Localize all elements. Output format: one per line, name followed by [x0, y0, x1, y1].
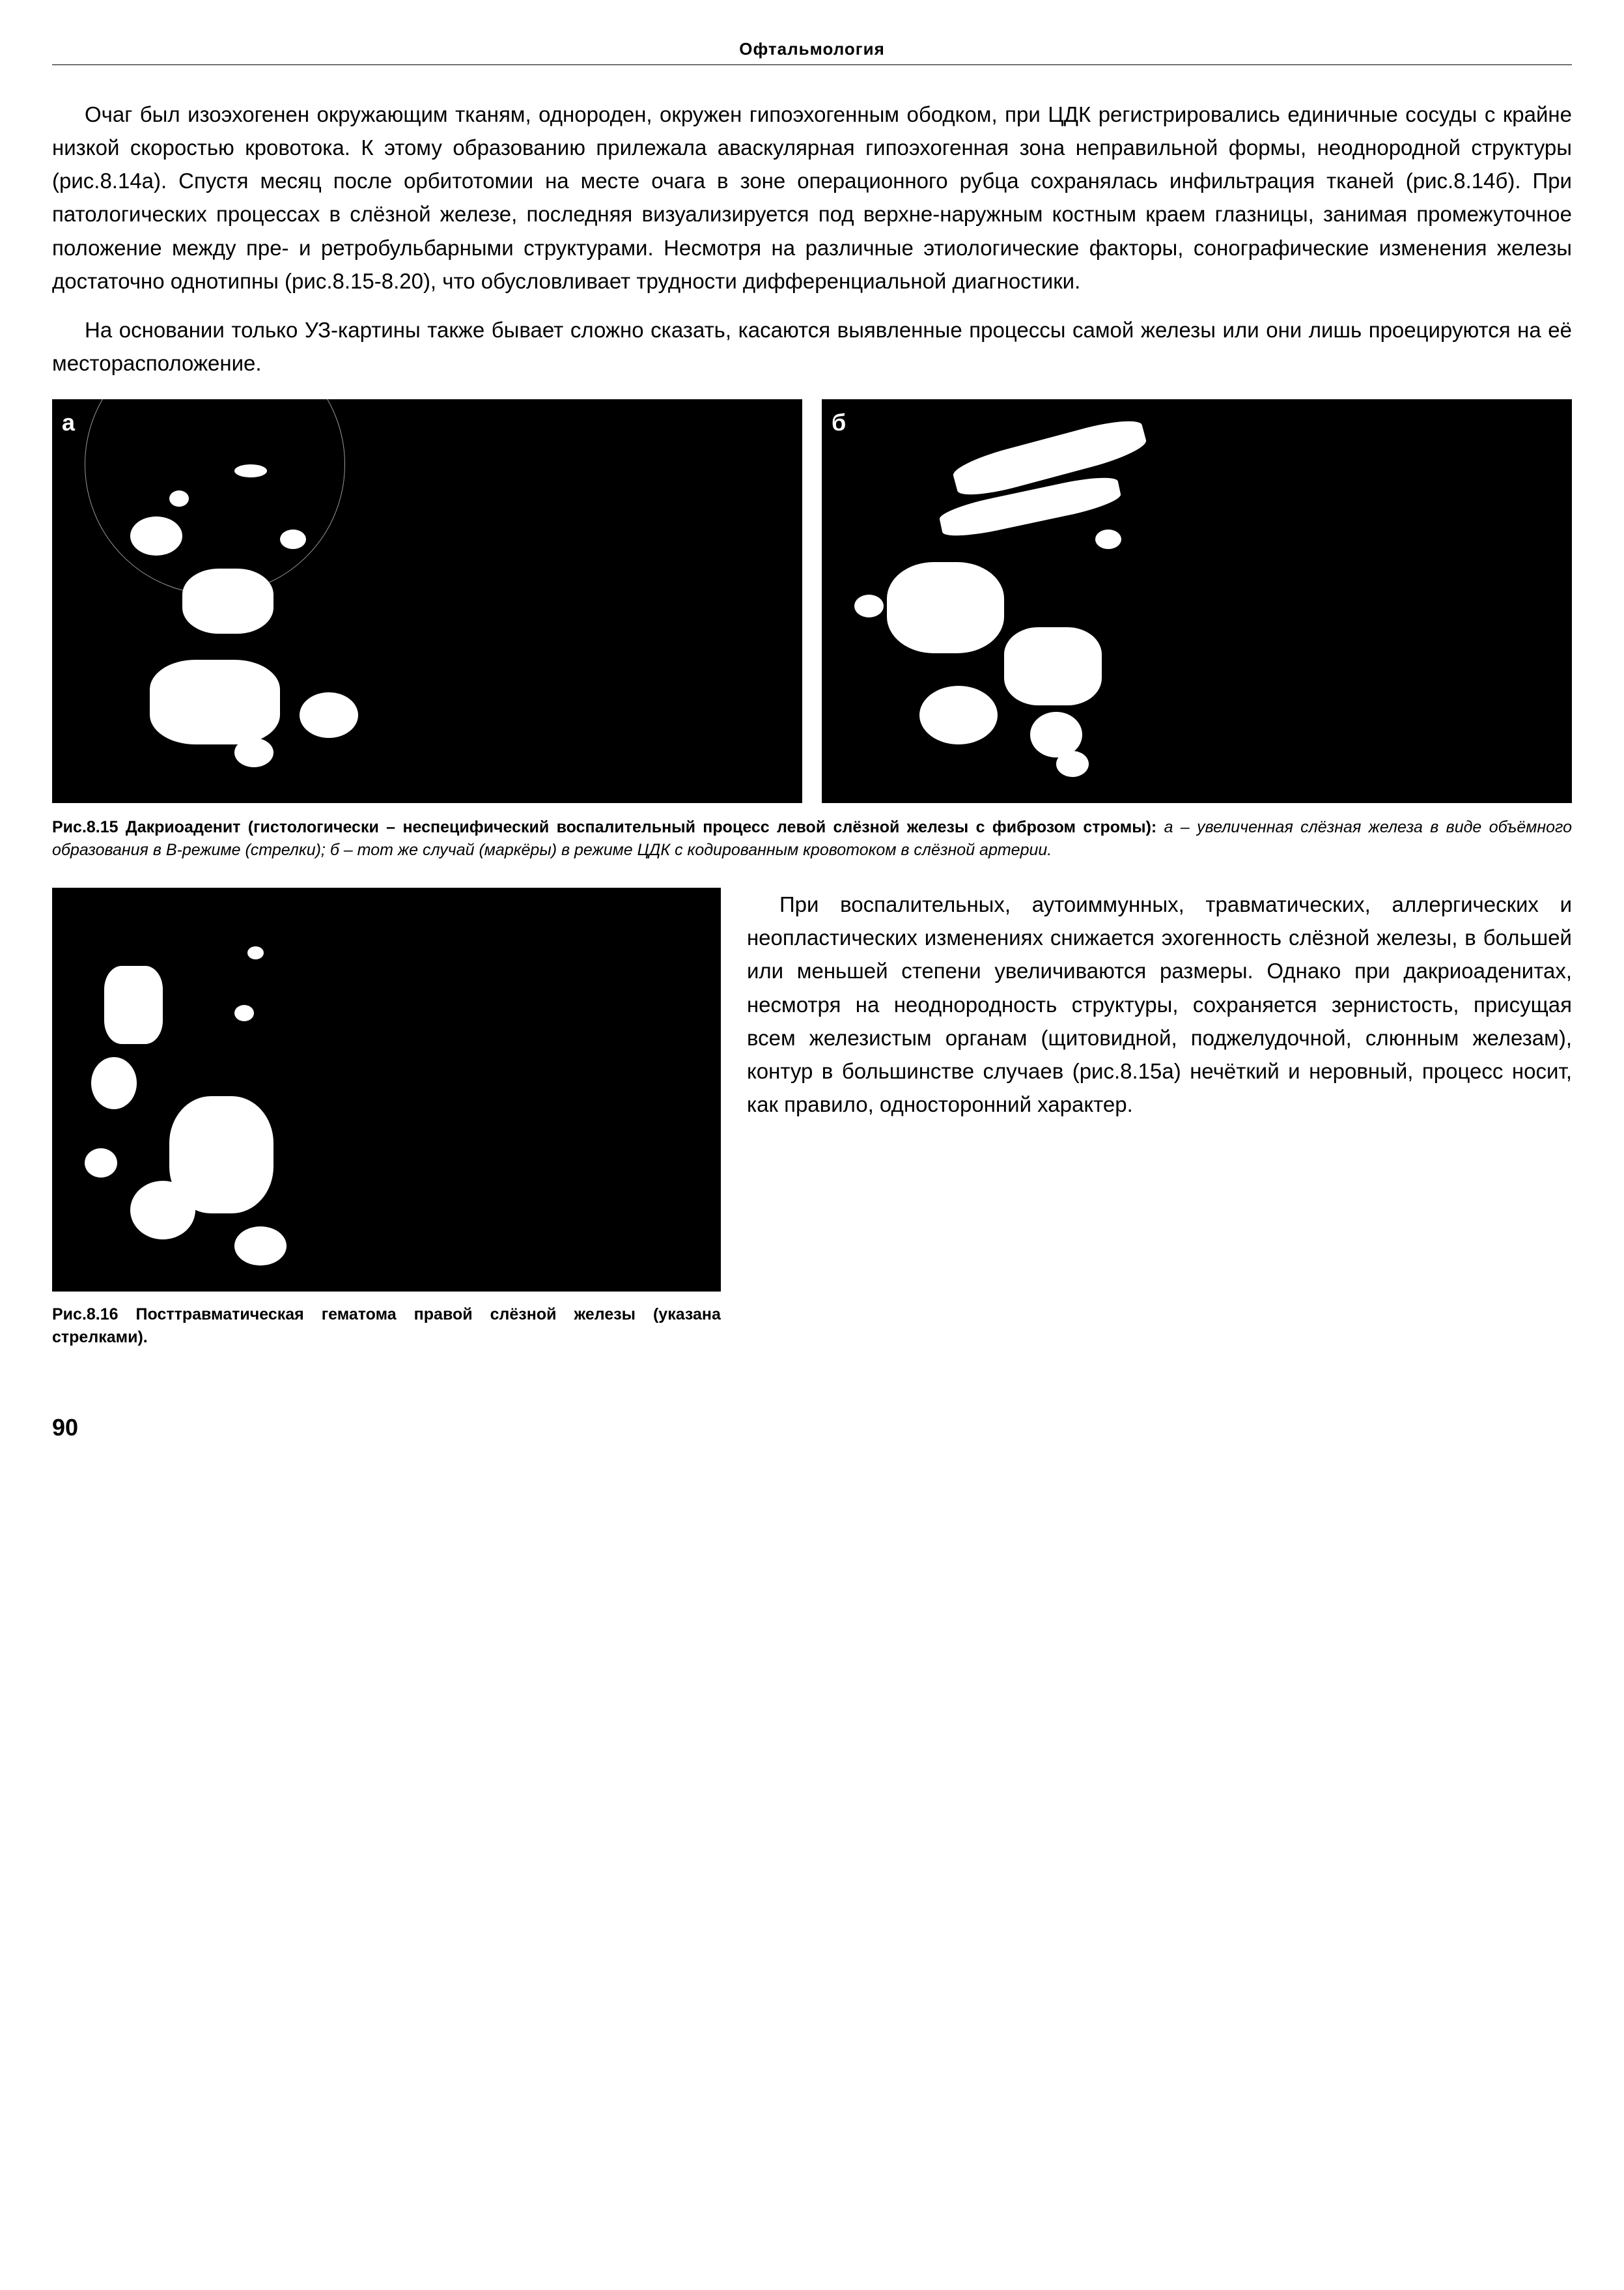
figure-8-16-image — [52, 888, 721, 1292]
figure-8-15b-image: б — [822, 399, 1572, 803]
figure-8-15a-image: а — [52, 399, 802, 803]
page-header: Офтальмология — [52, 39, 1572, 65]
page-number: 90 — [52, 1414, 1572, 1441]
figure-8-15-caption: Рис.8.15 Дакриоаденит (гистологически – … — [52, 816, 1572, 862]
ultrasound-pattern-a — [52, 399, 802, 803]
section-title: Офтальмология — [52, 39, 1572, 59]
paragraph-2: На основании только УЗ-картины также быв… — [52, 313, 1572, 380]
right-column: При воспалительных, аутоиммунных, травма… — [747, 888, 1572, 1375]
figure-label-b: б — [832, 409, 846, 436]
figure-8-15-row: а б — [52, 399, 1572, 803]
figure-8-16-caption: Рис.8.16 Посттравматическая гематома пра… — [52, 1303, 721, 1349]
ultrasound-pattern-16 — [52, 888, 721, 1292]
bottom-two-column: Рис.8.16 Посттравматическая гематома пра… — [52, 888, 1572, 1375]
ultrasound-pattern-b — [822, 399, 1572, 803]
left-column: Рис.8.16 Посттравматическая гематома пра… — [52, 888, 721, 1375]
figure-label-a: а — [62, 409, 75, 436]
paragraph-1: Очаг был изоэхогенен окружающим тканям, … — [52, 98, 1572, 298]
caption-bold-text: Рис.8.15 Дакриоаденит (гистологически – … — [52, 818, 1164, 836]
caption-16-text: Рис.8.16 Посттравматическая гематома пра… — [52, 1305, 721, 1346]
paragraph-3: При воспалительных, аутоиммунных, травма… — [747, 888, 1572, 1121]
